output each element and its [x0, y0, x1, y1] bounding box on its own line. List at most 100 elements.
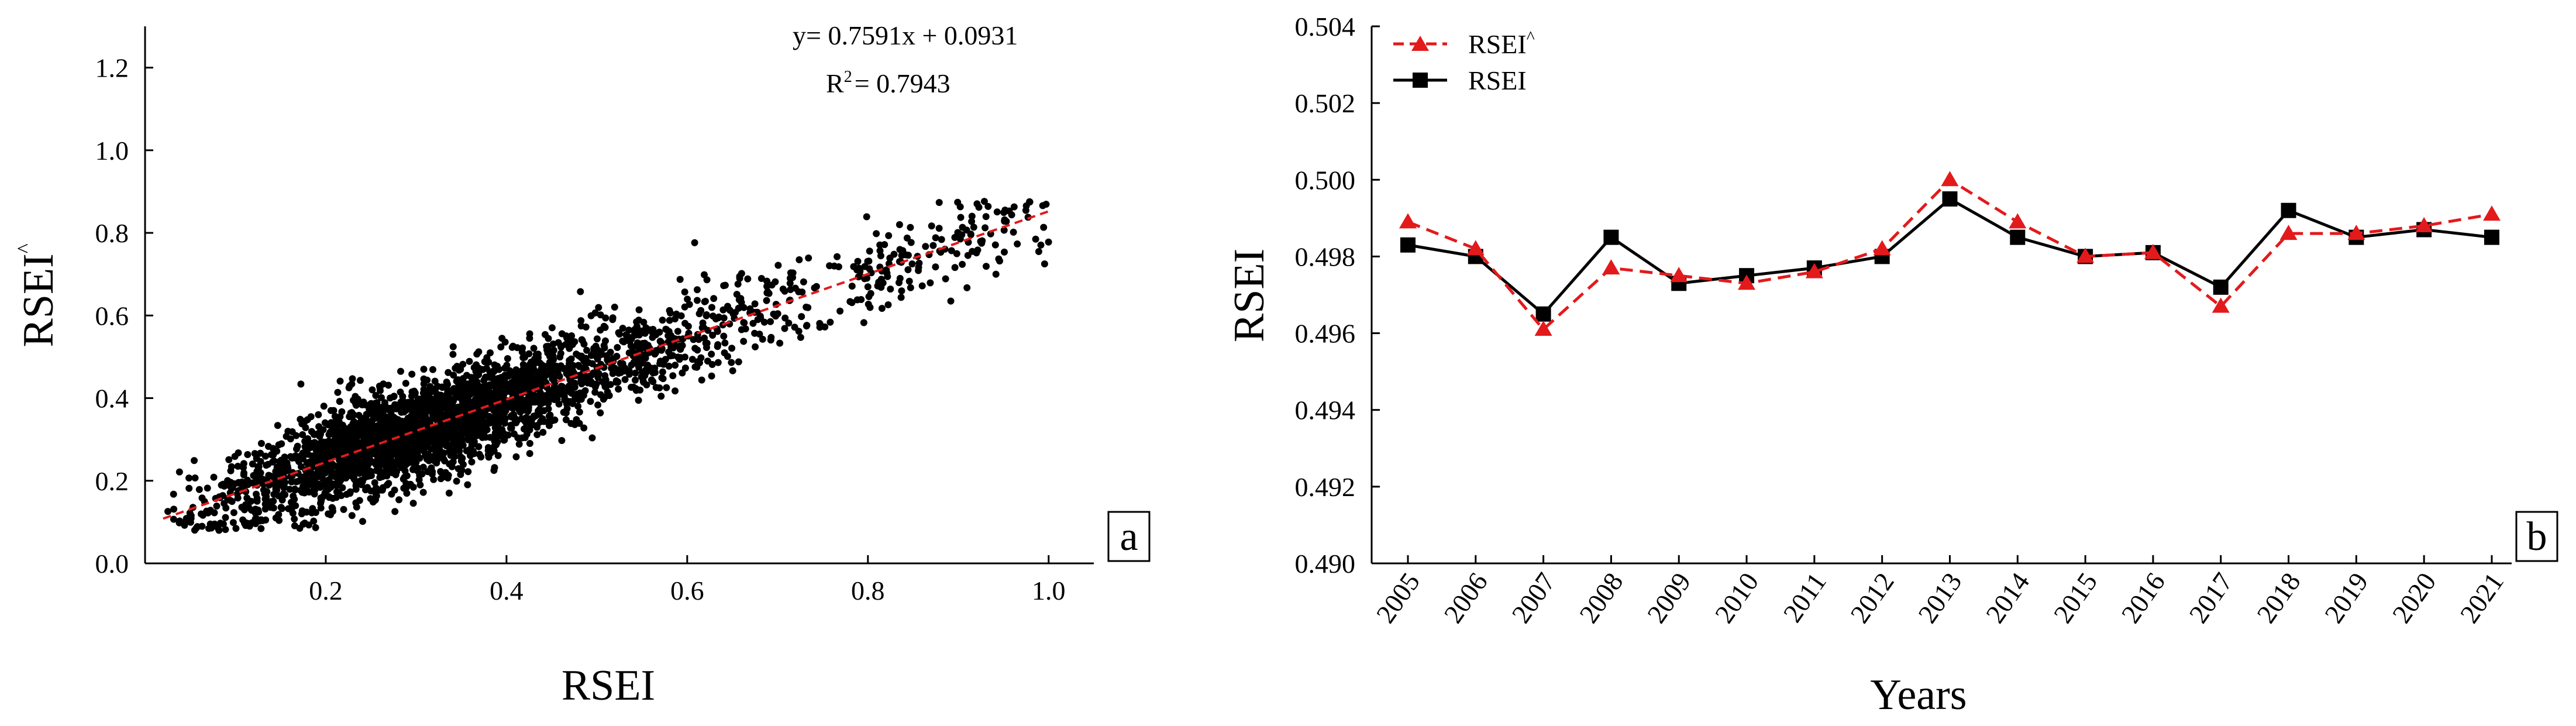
- data-point: [316, 469, 324, 476]
- data-point: [451, 453, 459, 460]
- data-point: [576, 408, 583, 416]
- data-point: [576, 363, 583, 370]
- data-point: [691, 239, 698, 246]
- data-point: [497, 343, 505, 351]
- data-point: [978, 239, 986, 247]
- data-point: [954, 229, 962, 236]
- legend: RSEI^ RSEI: [1393, 27, 1535, 95]
- data-point: [222, 504, 230, 512]
- data-point: [728, 359, 735, 366]
- data-point: [391, 401, 399, 408]
- data-point: [595, 304, 602, 311]
- data-point: [524, 400, 532, 408]
- data-point: [459, 442, 467, 449]
- data-point: [547, 368, 555, 376]
- data-point: [632, 369, 639, 377]
- data-point: [528, 358, 535, 366]
- data-point: [414, 395, 422, 402]
- data-point: [395, 496, 403, 504]
- data-point: [557, 383, 565, 390]
- data-point: [257, 440, 265, 447]
- data-point: [831, 262, 838, 270]
- scatter-points: [164, 198, 1052, 534]
- data-point: [628, 384, 635, 391]
- data-point: [523, 431, 531, 438]
- data-point: [636, 386, 644, 394]
- data-point: [875, 278, 883, 286]
- data-point: [328, 472, 336, 480]
- data-point: [697, 307, 705, 314]
- r-squared: R2= 0.7943: [826, 68, 950, 98]
- data-point: [491, 438, 498, 445]
- data-point-rsei-hat: [1738, 274, 1756, 290]
- regression-equation: y= 0.7591x + 0.0931: [793, 20, 1018, 50]
- data-point: [896, 221, 903, 228]
- data-point: [475, 371, 483, 379]
- data-point: [288, 506, 295, 514]
- data-point: [795, 328, 803, 335]
- data-point: [702, 339, 710, 347]
- data-point: [557, 342, 564, 350]
- data-point: [968, 212, 976, 220]
- data-point: [243, 494, 251, 502]
- data-point: [352, 393, 359, 400]
- y-tick-label: 0.498: [1295, 242, 1356, 271]
- data-point: [993, 208, 1001, 216]
- data-point: [883, 269, 891, 277]
- data-point: [448, 426, 456, 433]
- data-point: [500, 407, 507, 415]
- data-point: [257, 525, 265, 532]
- data-point: [653, 347, 660, 355]
- data-point: [671, 387, 679, 395]
- data-point: [1001, 216, 1008, 223]
- data-point: [987, 230, 994, 238]
- data-point-rsei-hat: [2415, 216, 2433, 232]
- data-point: [304, 446, 311, 453]
- data-point: [907, 223, 914, 231]
- data-point: [803, 304, 810, 311]
- data-point: [365, 472, 372, 480]
- data-point: [515, 441, 523, 448]
- data-point: [208, 524, 215, 532]
- data-point: [684, 295, 691, 303]
- data-point: [414, 464, 422, 472]
- data-point: [963, 284, 971, 291]
- data-point: [501, 364, 508, 372]
- data-point: [626, 337, 633, 345]
- data-point: [665, 362, 673, 370]
- data-point: [367, 405, 375, 413]
- data-point-rsei-hat: [2212, 297, 2230, 313]
- data-point: [305, 488, 313, 496]
- data-point-rsei: [2213, 279, 2229, 295]
- data-point: [334, 388, 342, 396]
- data-point: [319, 426, 327, 433]
- data-point: [234, 463, 242, 470]
- data-point: [600, 342, 608, 349]
- data-point: [621, 367, 629, 375]
- data-point: [518, 367, 525, 375]
- data-point: [526, 450, 533, 457]
- data-point: [470, 441, 478, 448]
- x-tick-label: 2015: [2048, 567, 2103, 628]
- legend-label-rsei: RSEI: [1468, 66, 1527, 95]
- data-point: [886, 254, 894, 262]
- data-point: [677, 354, 684, 362]
- data-point: [230, 509, 237, 517]
- data-point: [878, 305, 886, 312]
- data-point: [384, 469, 391, 476]
- svg-text:RSEI: RSEI: [1225, 249, 1273, 342]
- scatter-panel-a: 0.2 0.4 0.6 0.8 1.0 0.0 0.2 0.4 0.6 0.8 1.0 1.2 RS…: [13, 20, 1151, 710]
- data-point: [548, 324, 556, 332]
- data-point: [357, 450, 364, 457]
- data-point: [467, 449, 474, 456]
- data-point: [751, 300, 759, 308]
- data-point: [583, 376, 591, 383]
- data-point: [376, 467, 384, 474]
- data-point: [975, 204, 983, 211]
- data-point: [576, 389, 584, 397]
- data-point: [504, 373, 512, 380]
- data-point: [671, 362, 679, 369]
- data-point: [674, 328, 681, 335]
- y-axis-label: RSEI^: [13, 243, 63, 347]
- data-point: [567, 383, 574, 390]
